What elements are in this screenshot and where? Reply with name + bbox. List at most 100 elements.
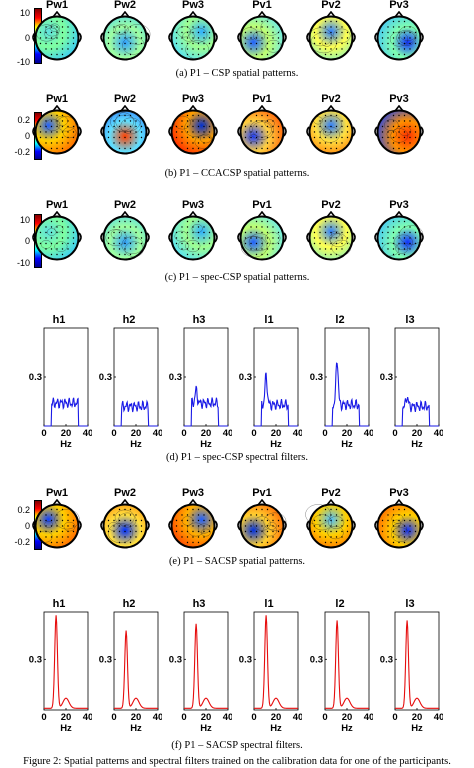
electrode-dot <box>335 519 338 522</box>
electrode-dot <box>255 26 258 28</box>
electrode-dot <box>118 226 121 228</box>
electrode-dot <box>324 136 327 139</box>
electrode-dot <box>261 514 263 516</box>
electrode-dot <box>67 242 69 245</box>
ear-mark <box>32 520 36 531</box>
electrode-dot <box>186 220 189 223</box>
electrode-dot <box>50 114 53 117</box>
electrode-dot <box>61 248 64 250</box>
electrode-dot <box>313 42 316 45</box>
electrode-dot <box>61 508 64 511</box>
electrode-dot <box>335 525 338 527</box>
electrode-dot <box>330 519 332 522</box>
electrode-dot <box>250 231 252 234</box>
y-tick-label: 0.3 <box>169 654 182 665</box>
electrode-dot <box>250 237 252 239</box>
electrode-dot <box>324 120 327 122</box>
electrode-dot <box>387 136 389 139</box>
electrode-dot <box>319 519 321 522</box>
electrode-dot <box>72 125 75 128</box>
nose-mark <box>394 498 404 506</box>
electrode-dot <box>335 226 338 228</box>
electrode-dot <box>197 31 200 34</box>
scalp-map-svg <box>100 498 150 549</box>
electrode-dot <box>261 237 263 239</box>
electrode-dot <box>272 242 274 245</box>
electrode-dot <box>50 248 53 250</box>
electrode-dot <box>324 42 327 45</box>
filter-curve <box>114 399 158 427</box>
electrode-dot <box>403 120 406 122</box>
electrode-dot <box>175 242 178 245</box>
electrode-dot <box>186 530 189 533</box>
colorbar-tick: 0 <box>24 131 30 141</box>
electrode-dot <box>192 530 194 533</box>
electrode-dot <box>330 536 332 538</box>
electrode-dot <box>175 42 178 45</box>
electrode-dot <box>135 48 137 50</box>
electrode-dot <box>398 220 400 223</box>
scalp-map-title: Pw2 <box>113 487 136 499</box>
electrode-dot <box>208 242 211 245</box>
electrode-dot <box>208 530 211 533</box>
electrode-dot <box>203 42 205 45</box>
electrode-dot <box>45 136 47 139</box>
electrode-dot <box>330 42 332 45</box>
filter-curve <box>254 372 298 427</box>
electrode-dot <box>72 37 75 39</box>
electrode-dot <box>387 120 389 122</box>
electrode-dot <box>208 125 211 128</box>
electrode-dot <box>266 530 269 533</box>
scalp-map-svg <box>237 104 287 155</box>
plot-frame <box>324 611 370 711</box>
ear-mark <box>32 232 36 243</box>
electrode-dot <box>197 237 200 239</box>
electrode-dot <box>261 26 263 28</box>
electrode-dot <box>203 530 205 533</box>
electrode-dot <box>124 253 126 256</box>
y-tick-label: 0.3 <box>169 372 182 383</box>
ear-mark <box>306 126 310 137</box>
electrode-dot <box>208 231 211 234</box>
electrode-dot <box>266 514 269 516</box>
electrode-dot <box>113 142 115 144</box>
electrode-dot <box>45 242 47 245</box>
electrode-dot <box>330 37 332 39</box>
scalp-map-svg <box>374 104 424 155</box>
filter-plot: 0.3 0 20 40 Hz <box>29 327 92 450</box>
scalp-map-svg <box>168 498 218 549</box>
electrode-dot <box>392 48 395 50</box>
electrode-dot <box>186 42 189 45</box>
contour-line <box>122 36 145 55</box>
electrode-dot <box>341 26 343 28</box>
filter-title: l2 <box>335 314 345 326</box>
electrode-dot <box>403 42 406 45</box>
electrode-dot <box>330 231 332 234</box>
x-tick-label: 40 <box>364 712 373 723</box>
x-tick-label: 20 <box>342 712 353 723</box>
electrode-dot <box>197 541 200 544</box>
electrode-dot <box>313 31 316 34</box>
electrode-dot <box>272 226 274 228</box>
scalp-map-title: Pv1 <box>252 0 272 11</box>
electrode-dot <box>403 525 406 527</box>
electrode-dot <box>124 514 126 516</box>
x-axis-label: Hz <box>200 439 212 450</box>
electrode-dot <box>272 125 274 128</box>
electrode-dot <box>398 131 400 133</box>
electrode-dot <box>313 530 316 533</box>
electrode-dot <box>255 53 258 56</box>
electrode-dot <box>197 37 200 39</box>
ear-mark <box>283 520 287 531</box>
electrode-dot <box>414 530 417 533</box>
filter-curve <box>395 620 439 709</box>
electrode-dot <box>272 120 274 122</box>
ear-mark <box>352 32 356 43</box>
electrode-dot <box>324 147 327 150</box>
electrode-dot <box>118 237 121 239</box>
scalp-map-pv3: Pv3 <box>368 200 430 266</box>
electrode-dot <box>335 136 338 139</box>
electrode-dot <box>203 231 205 234</box>
electrode-dot <box>409 530 411 533</box>
electrode-dot <box>266 31 269 34</box>
